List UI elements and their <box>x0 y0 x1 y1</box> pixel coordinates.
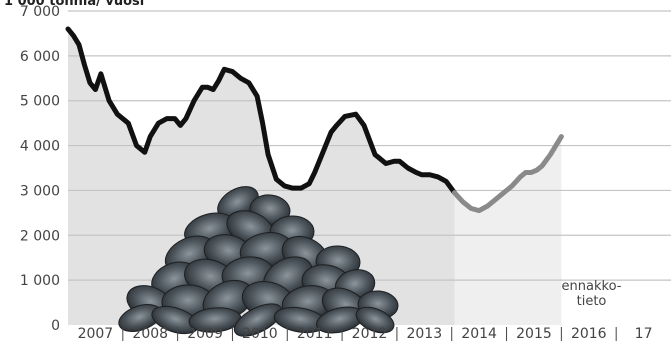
x-year-label: 2007 <box>78 326 114 341</box>
y-tick-label: 5 000 <box>20 94 60 110</box>
coal-pile-illustration <box>118 186 399 337</box>
y-tick-label: 7 000 <box>20 4 60 20</box>
x-year-label: 2008 <box>132 326 168 341</box>
y-tick-label: 1 000 <box>20 273 60 289</box>
x-year-label: 2015 <box>516 326 552 341</box>
area-fill-actual <box>68 28 455 325</box>
x-axis-year-labels: 2007 2008 2009 2010 2011 2012 2013 2014 2015 2016… <box>78 326 653 341</box>
y-tick-label: 4 000 <box>20 139 60 155</box>
y-axis-tick-labels: 0 1 000 2 000 3 000 4 000 5 000 6 000 7 000 <box>20 4 60 334</box>
series-lines <box>65 26 564 214</box>
forecast-label: tieto <box>577 294 607 309</box>
coal-rock <box>355 306 395 334</box>
y-tick-label: 0 <box>51 318 60 334</box>
x-year-label: 2011 <box>297 326 333 341</box>
x-year-label: 2009 <box>187 326 223 341</box>
y-tick-label: 3 000 <box>20 183 60 199</box>
x-year-label: 2014 <box>461 326 497 341</box>
x-year-label: 2010 <box>242 326 278 341</box>
x-year-label: 2012 <box>352 326 388 341</box>
y-tick-label: 6 000 <box>20 49 60 65</box>
y-tick-label: 2 000 <box>20 228 60 244</box>
series-line-forecast <box>451 134 564 214</box>
forecast-annotation: ennakko-tieto <box>562 279 622 309</box>
forecast-label: ennakko- <box>562 279 622 294</box>
coal-rock <box>233 303 283 337</box>
x-year-label: 2013 <box>406 326 442 341</box>
series-line-actual <box>65 26 457 196</box>
y-axis-title: 1 000 tonnia/ vuosi <box>4 0 145 9</box>
area-fills <box>68 28 562 325</box>
x-year-label: 2016 <box>571 326 607 341</box>
x-year-label: 17 <box>635 326 653 341</box>
area-fill-forecast <box>454 136 562 325</box>
